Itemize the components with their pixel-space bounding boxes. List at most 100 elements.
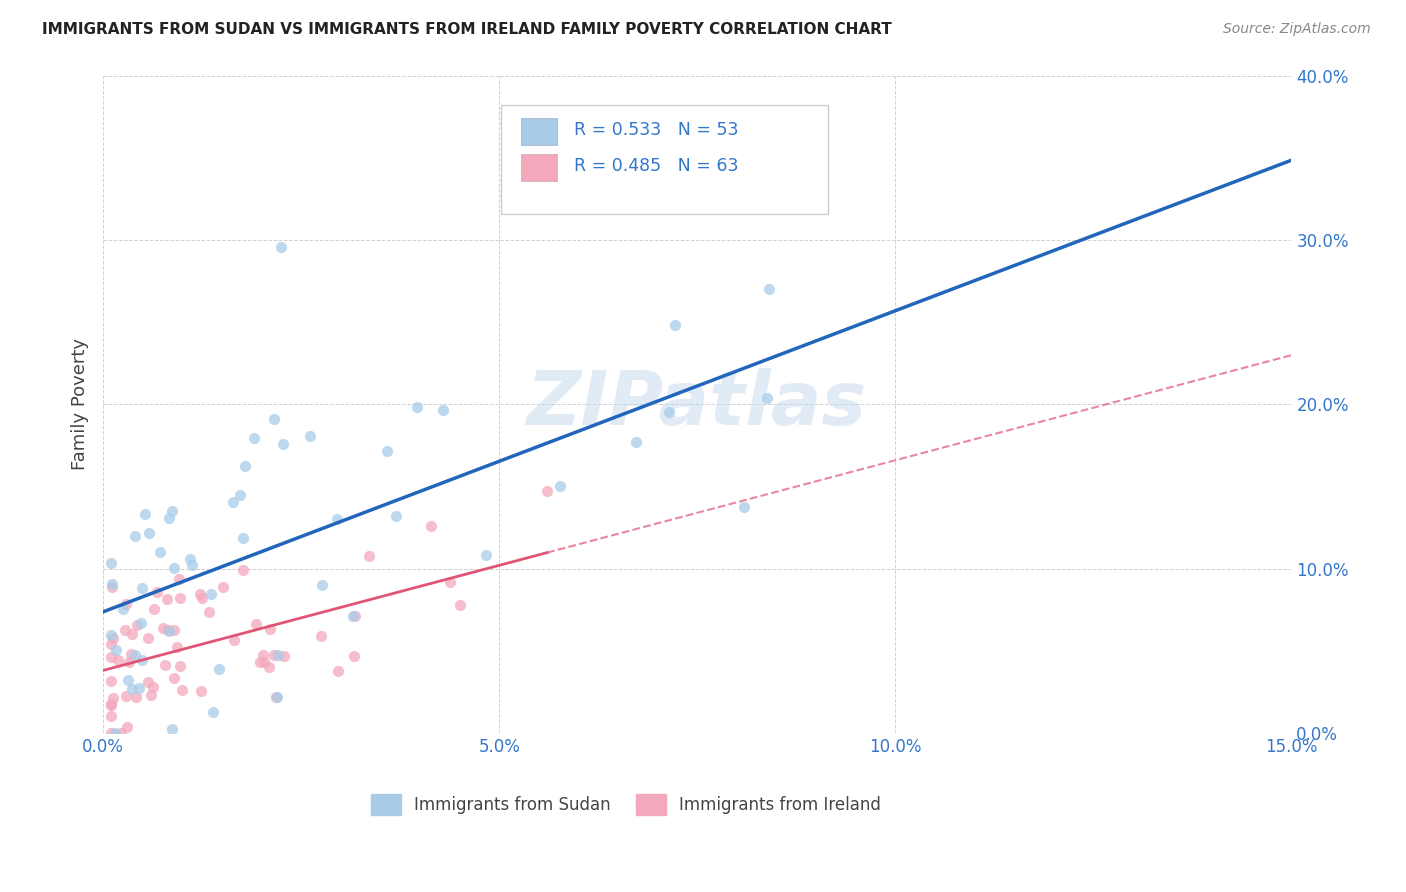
- Point: [375, 444, 398, 458]
- Text: IMMIGRANTS FROM SUDAN VS IMMIGRANTS FROM IRELAND FAMILY POVERTY CORRELATION CHAR: IMMIGRANTS FROM SUDAN VS IMMIGRANTS FROM…: [42, 22, 891, 37]
- Point: [263, 412, 285, 426]
- Point: [124, 529, 146, 543]
- Point: [252, 648, 274, 663]
- Point: [420, 519, 443, 533]
- Point: [142, 602, 165, 616]
- Point: [384, 508, 406, 523]
- Point: [232, 563, 254, 577]
- Point: [100, 637, 122, 651]
- Point: [157, 511, 180, 525]
- Point: [474, 548, 496, 562]
- Point: [100, 709, 122, 723]
- Point: [136, 675, 159, 690]
- Point: [229, 488, 252, 502]
- Point: [121, 626, 143, 640]
- Text: R = 0.485   N = 63: R = 0.485 N = 63: [574, 157, 738, 176]
- Point: [139, 688, 162, 702]
- Point: [100, 725, 122, 739]
- Point: [342, 609, 364, 624]
- Point: [160, 504, 183, 518]
- Point: [100, 697, 122, 711]
- Point: [264, 690, 287, 704]
- Legend: Immigrants from Sudan, Immigrants from Ireland: Immigrants from Sudan, Immigrants from I…: [364, 788, 887, 822]
- Point: [101, 580, 124, 594]
- FancyBboxPatch shape: [501, 105, 828, 214]
- Point: [120, 647, 142, 661]
- Point: [125, 690, 148, 704]
- Point: [449, 598, 471, 612]
- Point: [163, 561, 186, 575]
- Point: [169, 591, 191, 605]
- Point: [202, 706, 225, 720]
- Point: [160, 722, 183, 736]
- Point: [117, 673, 139, 688]
- Point: [208, 662, 231, 676]
- Point: [657, 405, 679, 419]
- Point: [167, 572, 190, 586]
- Point: [733, 500, 755, 515]
- Point: [311, 578, 333, 592]
- Point: [222, 633, 245, 648]
- Point: [101, 632, 124, 646]
- Point: [103, 726, 125, 740]
- Point: [211, 580, 233, 594]
- Point: [114, 623, 136, 637]
- Point: [121, 681, 143, 696]
- Point: [100, 556, 122, 570]
- Point: [153, 658, 176, 673]
- Point: [267, 648, 290, 663]
- Point: [222, 495, 245, 509]
- FancyBboxPatch shape: [522, 119, 557, 145]
- Point: [263, 648, 285, 662]
- Text: Source: ZipAtlas.com: Source: ZipAtlas.com: [1223, 22, 1371, 37]
- Point: [114, 689, 136, 703]
- Point: [101, 690, 124, 705]
- Point: [134, 508, 156, 522]
- Point: [188, 587, 211, 601]
- Point: [179, 552, 201, 566]
- Point: [163, 623, 186, 637]
- FancyBboxPatch shape: [522, 154, 557, 181]
- Point: [149, 544, 172, 558]
- Point: [548, 479, 571, 493]
- Point: [758, 282, 780, 296]
- Point: [131, 653, 153, 667]
- Point: [245, 617, 267, 632]
- Point: [115, 720, 138, 734]
- Point: [309, 629, 332, 643]
- Text: R = 0.533   N = 53: R = 0.533 N = 53: [574, 121, 738, 139]
- Point: [152, 621, 174, 635]
- Point: [111, 602, 134, 616]
- Point: [242, 431, 264, 445]
- Point: [233, 458, 256, 473]
- Y-axis label: Family Poverty: Family Poverty: [72, 338, 89, 470]
- Point: [110, 726, 132, 740]
- Point: [190, 684, 212, 698]
- Point: [406, 400, 429, 414]
- Point: [200, 587, 222, 601]
- Point: [266, 690, 288, 704]
- Point: [756, 391, 779, 405]
- Point: [257, 660, 280, 674]
- Point: [271, 437, 294, 451]
- Point: [664, 318, 686, 332]
- Point: [146, 585, 169, 599]
- Point: [114, 597, 136, 611]
- Point: [157, 624, 180, 638]
- Point: [166, 640, 188, 655]
- Point: [190, 591, 212, 606]
- Point: [181, 558, 204, 573]
- Point: [156, 592, 179, 607]
- Point: [125, 618, 148, 632]
- Point: [253, 655, 276, 669]
- Point: [128, 681, 150, 696]
- Point: [270, 240, 292, 254]
- Point: [232, 531, 254, 545]
- Point: [104, 642, 127, 657]
- Point: [100, 674, 122, 689]
- Point: [101, 577, 124, 591]
- Point: [100, 650, 122, 665]
- Point: [124, 648, 146, 662]
- Point: [163, 671, 186, 685]
- Text: ZIPatlas: ZIPatlas: [527, 368, 868, 441]
